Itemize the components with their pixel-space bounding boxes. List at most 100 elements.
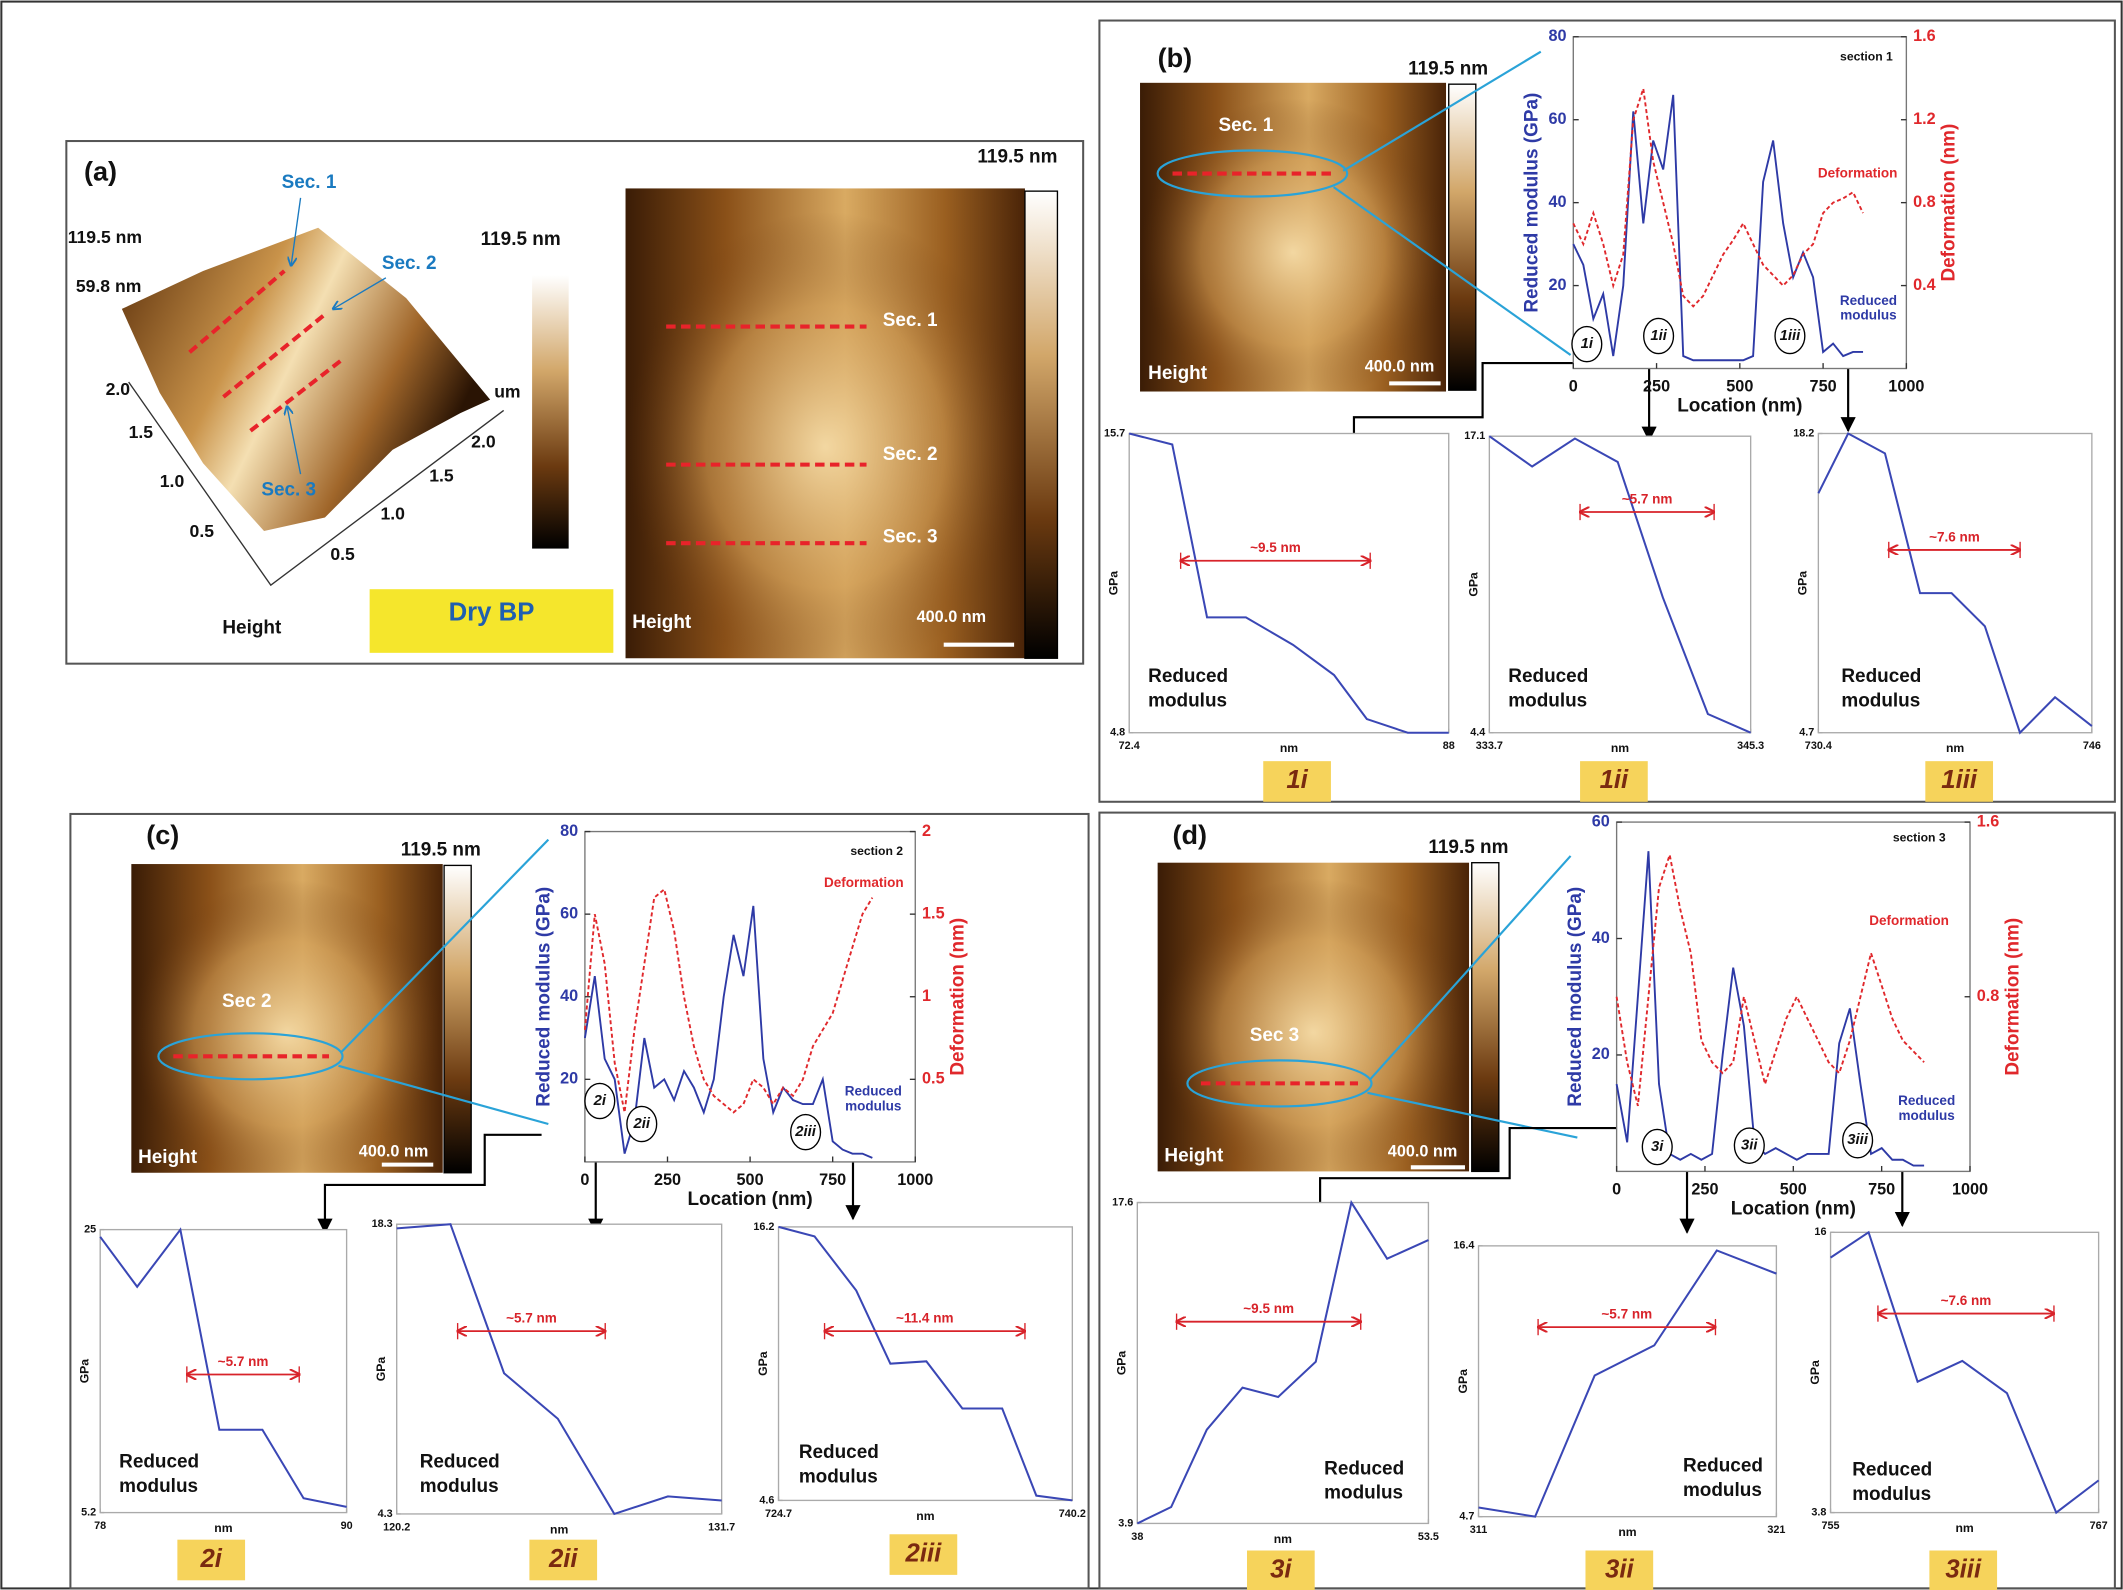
x-tick-label: 53.5 xyxy=(1418,1531,1439,1543)
caption-box xyxy=(1263,761,1331,802)
detail-chart: 4.4 17.1 333.7 345.3 GPa nm ~5.7 nm Reduced modu… xyxy=(1464,430,1764,802)
scalebar-label: 400.0 nm xyxy=(917,608,987,626)
series-line xyxy=(1572,94,1864,362)
badge xyxy=(369,589,614,653)
y-tick-label: 4.8 xyxy=(1110,727,1125,739)
caption: 1ii xyxy=(1600,766,1629,794)
x-tick-label: 250 xyxy=(1691,1181,1718,1199)
section-label: Sec. 1 xyxy=(883,310,938,331)
plot-frame xyxy=(1829,1231,2100,1514)
connector xyxy=(1346,362,1612,463)
overview-chart: 0 250 500 750 1000 20 40 60 80 0.4 0.8 1.2 1.6 Locati… xyxy=(1522,27,1960,416)
y-tick-label: 3.8 xyxy=(1811,1506,1826,1518)
y-tick-label: 80 xyxy=(560,822,578,840)
caption-box xyxy=(177,1539,246,1581)
caption-box xyxy=(1246,1550,1315,1590)
y-tick-label: 60 xyxy=(1548,110,1566,128)
caption: 1iii xyxy=(1941,766,1978,794)
series-line xyxy=(396,1223,722,1516)
colorbar xyxy=(1024,190,1059,659)
axis-tick: 2.0 xyxy=(106,379,131,399)
x-axis-label: Location (nm) xyxy=(687,1189,812,1210)
y-axis-label: GPa xyxy=(374,1357,388,1382)
axis-tick: 0.5 xyxy=(330,544,355,564)
x-tick-label: 500 xyxy=(737,1171,764,1189)
detail-chart: 4.8 15.7 72.4 88 GPa nm ~9.5 nm Reduced modulus 1… xyxy=(1104,427,1455,802)
afm-image-glow xyxy=(131,864,443,1173)
marker-label: 3i xyxy=(1651,1139,1664,1155)
axis-3d xyxy=(128,381,505,587)
caption: Height xyxy=(1148,363,1208,384)
plot-frame xyxy=(1477,1245,1778,1518)
series-label: Reduced modulus xyxy=(1508,666,1588,711)
x-axis-label: nm xyxy=(214,1521,232,1535)
y-tick-label: 20 xyxy=(560,1070,578,1088)
y-tick-label: 18.3 xyxy=(372,1218,393,1230)
marker-label: 1ii xyxy=(1650,328,1667,344)
y2-tick-label: 0.5 xyxy=(922,1070,945,1088)
panel-label: (d) xyxy=(1173,819,1208,850)
chart-title: section 1 xyxy=(1840,49,1893,63)
x-tick-label: 1000 xyxy=(1888,378,1924,396)
y-axis-label: GPa xyxy=(1467,572,1481,597)
caption: 3ii xyxy=(1605,1556,1634,1584)
y-axis-label: Reduced modulus (GPa) xyxy=(533,887,554,1107)
x-tick-label: 0 xyxy=(1569,378,1578,396)
x-tick-label: 750 xyxy=(1810,378,1837,396)
annotation: ~9.5 nm xyxy=(1250,540,1301,555)
annotation: ~5.7 nm xyxy=(1601,1306,1652,1321)
x-tick-label: 131.7 xyxy=(708,1521,735,1533)
axis-tick: 1.5 xyxy=(129,422,154,442)
colorbar xyxy=(532,275,569,549)
x-axis-label: nm xyxy=(1280,741,1298,755)
y-tick-label: 60 xyxy=(1592,812,1610,830)
y-tick-label: 40 xyxy=(1592,929,1610,947)
x-tick-label: 740.2 xyxy=(1059,1508,1086,1520)
x-tick-label: 345.3 xyxy=(1737,740,1764,752)
series-label: Reduced modulus xyxy=(420,1451,500,1496)
z-label: 59.8 nm xyxy=(76,276,142,296)
y-axis-label: GPa xyxy=(78,1359,92,1384)
caption: 2ii xyxy=(548,1545,578,1573)
panel-frame xyxy=(69,812,1090,1590)
x-axis-label: nm xyxy=(1955,1521,1973,1535)
section-label: Sec. 1 xyxy=(282,172,337,193)
marker-circle xyxy=(1643,317,1675,355)
section-label: Sec 3 xyxy=(1250,1025,1300,1046)
y-tick-label: 40 xyxy=(1548,193,1566,211)
series-label: Deformation xyxy=(1818,165,1898,180)
x-axis-label: nm xyxy=(1611,741,1629,755)
marker-label: 2iii xyxy=(794,1124,817,1140)
y-tick-label: 5.2 xyxy=(81,1506,96,1518)
zoom-ellipse xyxy=(1186,1059,1373,1108)
zoom-line xyxy=(340,838,550,1054)
y-tick-label: 40 xyxy=(560,987,578,1005)
plot-frame xyxy=(1488,435,1752,734)
y-axis-label: Reduced modulus (GPa) xyxy=(1522,93,1543,313)
x-tick-label: 333.7 xyxy=(1476,740,1503,752)
chart-title: section 2 xyxy=(850,844,903,858)
series-line xyxy=(583,887,874,1114)
y2-axis-label: Deformation (nm) xyxy=(948,918,969,1076)
caption-box xyxy=(1580,761,1648,802)
marker-circle xyxy=(626,1105,658,1143)
panel-c: (c) 119.5 nm Sec 2 Height 400.0 nm xyxy=(69,812,1090,1590)
colorbar-label: 119.5 nm xyxy=(481,229,561,250)
x-tick-label: 250 xyxy=(1643,378,1670,396)
panel-label: (c) xyxy=(146,819,179,850)
x-tick-label: 755 xyxy=(1822,1520,1840,1532)
series-label: Deformation xyxy=(824,875,904,890)
x-tick-label: 1000 xyxy=(897,1171,933,1189)
y-tick-label: 16.2 xyxy=(753,1221,774,1233)
plot-frame xyxy=(1136,1201,1430,1525)
connector xyxy=(317,1133,542,1234)
colorbar-label: 119.5 nm xyxy=(401,840,481,861)
panel-frame xyxy=(65,140,1085,665)
colorbar xyxy=(1448,83,1477,391)
plot-frame xyxy=(1615,821,1971,1173)
axis-tick: 2.0 xyxy=(471,432,496,452)
caption: Height xyxy=(222,617,282,638)
caption: Height xyxy=(632,612,692,633)
